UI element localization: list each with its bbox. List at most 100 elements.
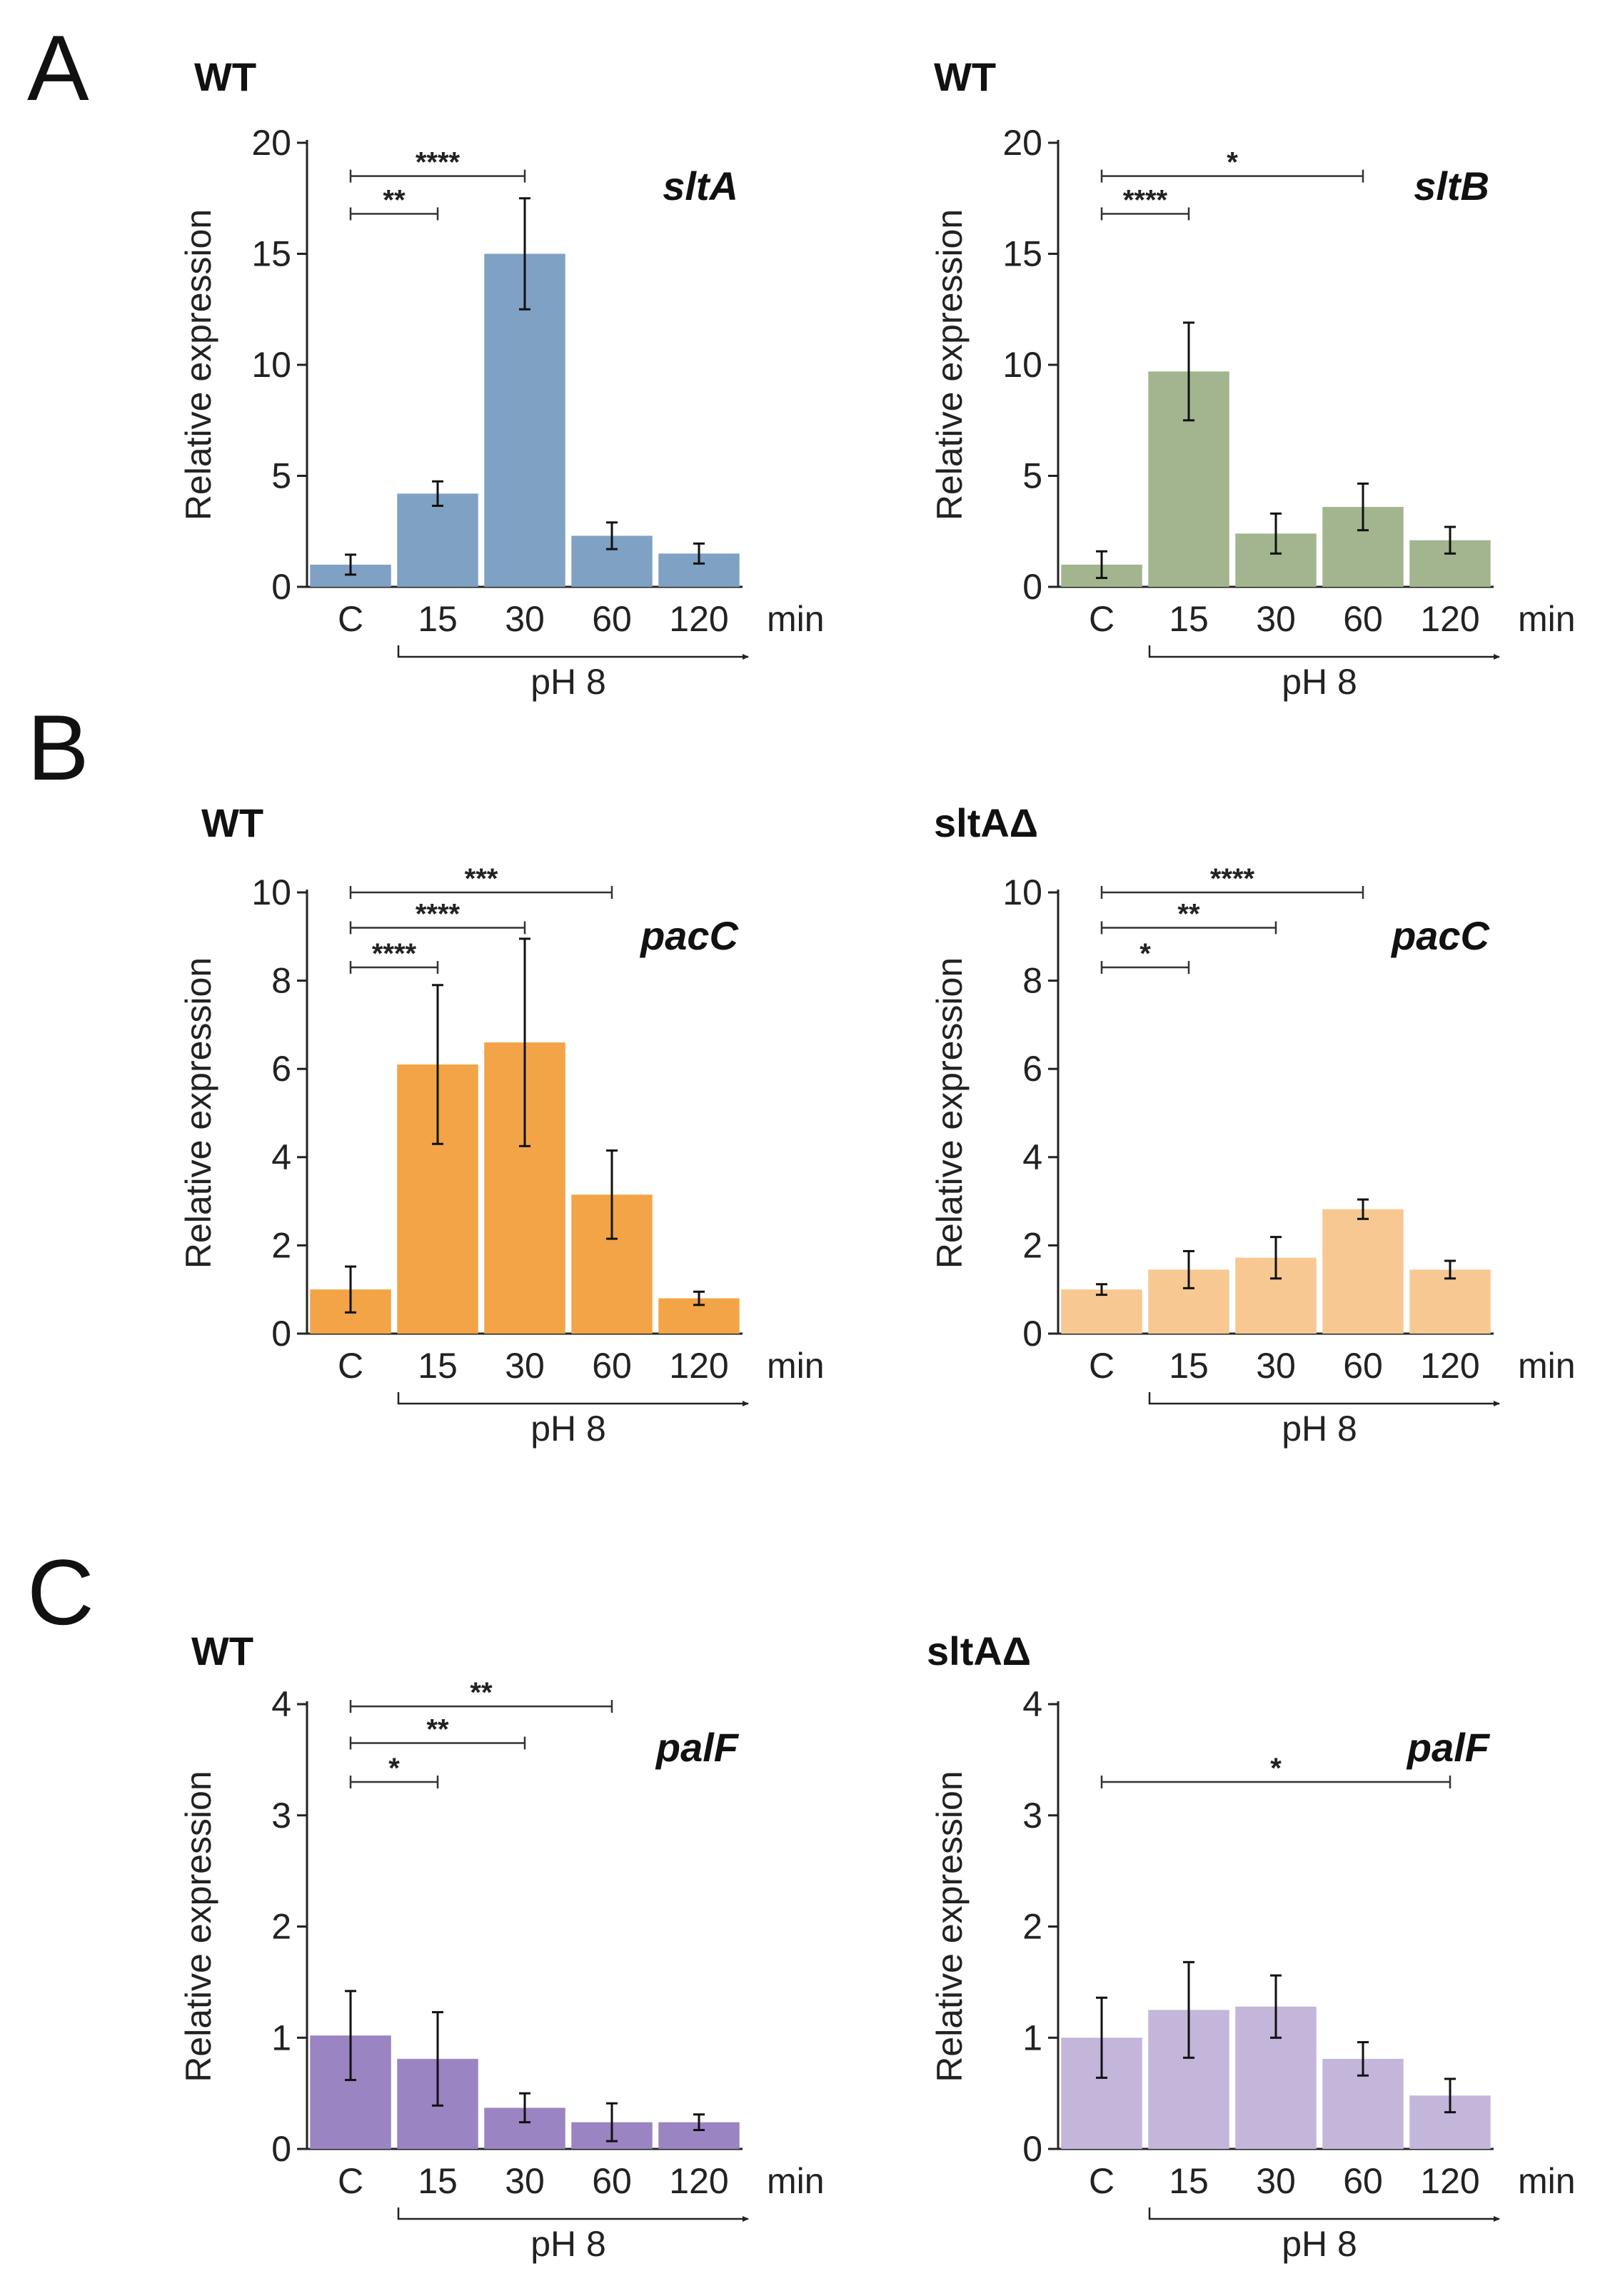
treatment-label: pH 8 [1282, 1409, 1357, 1449]
x-tick-label: 30 [1256, 2161, 1296, 2201]
y-tick-label: 15 [251, 234, 291, 274]
treatment-arrow [397, 645, 749, 660]
x-tick-label: 60 [1343, 1346, 1383, 1386]
significance-stars: **** [416, 147, 461, 178]
x-tick-label: C [338, 1346, 363, 1386]
panel-letter-c: C [27, 1540, 94, 1644]
x-tick-label: 120 [669, 599, 728, 639]
y-tick-label: 0 [1022, 2129, 1042, 2169]
y-tick-label: 0 [271, 2129, 291, 2169]
strain-label: WT [201, 800, 263, 845]
y-tick-label: 4 [271, 1137, 291, 1177]
x-unit-label: min [1518, 1346, 1576, 1386]
chart-palF-4: WT palF 0 1 2 3 4 Relative expression C 15 30 60 120… [178, 1628, 825, 2264]
x-tick-label: 30 [505, 2161, 545, 2201]
gene-label: sltA [663, 163, 738, 208]
x-tick-label: 15 [1169, 2161, 1209, 2201]
y-tick-label: 0 [1022, 567, 1042, 607]
significance-stars: *** [465, 863, 498, 895]
x-unit-label: min [767, 599, 825, 639]
y-tick-label: 1 [271, 2018, 291, 2058]
x-unit-label: min [767, 2161, 825, 2201]
gene-label: sltB [1414, 163, 1489, 208]
strain-label: WT [191, 1628, 253, 1673]
chart-sltA-0: WT sltA 0 5 10 15 20 Relative expression C 15 30 60… [178, 54, 825, 702]
x-tick-label: C [338, 2161, 363, 2201]
panel-letter-b: B [27, 695, 89, 800]
x-tick-label: 15 [418, 1346, 458, 1386]
y-tick-label: 4 [1022, 1137, 1042, 1177]
x-tick-label: 60 [592, 1346, 632, 1386]
y-tick-label: 20 [1002, 123, 1042, 163]
y-tick-label: 0 [271, 567, 291, 607]
treatment-label: pH 8 [530, 662, 606, 702]
x-tick-label: 15 [1169, 599, 1209, 639]
x-tick-label: 15 [418, 599, 458, 639]
x-tick-label: 120 [1420, 2161, 1479, 2201]
chart-palF-5: sltAΔ palF 0 1 2 3 4 Relative expression C 15 30 60… [927, 1628, 1576, 2264]
significance-stars: * [388, 1753, 400, 1784]
y-axis-title: Relative expression [178, 957, 218, 1269]
y-tick-label: 5 [1022, 456, 1042, 496]
x-tick-label: 120 [669, 2161, 728, 2201]
x-tick-label: 15 [1169, 1346, 1209, 1386]
y-axis-title: Relative expression [930, 1771, 970, 2082]
strain-label: WT [934, 54, 996, 99]
chart-pacC-3: sltAΔ pacC 0 2 4 6 8 10 Relative expression C 15 30… [930, 800, 1576, 1449]
y-tick-label: 2 [271, 1907, 291, 1947]
chart-pacC-2: WT pacC 0 2 4 6 8 10 Relative expression C 15 30 60 1… [178, 800, 825, 1449]
treatment-arrow [1148, 1392, 1500, 1406]
y-axis-title: Relative expression [178, 209, 218, 520]
significance-stars: ** [470, 1677, 493, 1708]
x-unit-label: min [767, 1346, 825, 1386]
significance-stars: ** [383, 185, 406, 216]
significance-stars: **** [1123, 185, 1168, 216]
y-tick-label: 0 [1022, 1314, 1042, 1354]
y-tick-label: 15 [1002, 234, 1042, 274]
y-tick-label: 10 [251, 872, 291, 912]
bar-15 [397, 493, 478, 587]
x-tick-label: 30 [1256, 1346, 1296, 1386]
y-tick-label: 6 [271, 1049, 291, 1089]
significance-stars: * [1227, 147, 1238, 178]
y-axis-title: Relative expression [930, 957, 970, 1269]
x-tick-label: C [1089, 1346, 1115, 1386]
x-tick-label: 60 [592, 599, 632, 639]
y-tick-label: 0 [271, 1314, 291, 1354]
significance-stars: ** [1177, 898, 1200, 930]
y-tick-label: 8 [1022, 961, 1042, 1001]
significance-stars: * [1270, 1753, 1282, 1784]
strain-label: sltAΔ [934, 800, 1038, 845]
significance-stars: **** [1210, 863, 1255, 895]
y-tick-label: 2 [1022, 1907, 1042, 1947]
y-tick-label: 2 [1022, 1225, 1042, 1265]
y-axis-title: Relative expression [930, 209, 970, 520]
y-tick-label: 10 [1002, 345, 1042, 385]
treatment-arrow [1148, 2207, 1500, 2222]
treatment-label: pH 8 [530, 2224, 606, 2264]
x-tick-label: C [1089, 599, 1115, 639]
x-tick-label: 60 [592, 2161, 632, 2201]
treatment-arrow [397, 2207, 749, 2222]
y-tick-label: 10 [1002, 872, 1042, 912]
x-tick-label: 120 [1420, 599, 1479, 639]
x-tick-label: 60 [1343, 2161, 1383, 2201]
significance-stars: **** [372, 938, 417, 970]
y-tick-label: 6 [1022, 1049, 1042, 1089]
panel-letter-a: A [27, 16, 89, 120]
x-tick-label: 30 [505, 599, 545, 639]
x-tick-label: C [1089, 2161, 1115, 2201]
bar-60 [1322, 1209, 1404, 1334]
gene-label: palF [655, 1725, 740, 1770]
gene-label: palF [1406, 1725, 1491, 1770]
y-tick-label: 1 [1022, 2018, 1042, 2058]
x-tick-label: 15 [418, 2161, 458, 2201]
y-tick-label: 2 [271, 1225, 291, 1265]
y-tick-label: 10 [251, 345, 291, 385]
significance-stars: ** [426, 1714, 449, 1746]
strain-label: WT [194, 54, 256, 99]
bar-C [1061, 1289, 1142, 1334]
chart-sltB-1: WT sltB 0 5 10 15 20 Relative expression C 15 30 60… [930, 54, 1576, 702]
gene-label: pacC [1390, 913, 1490, 958]
